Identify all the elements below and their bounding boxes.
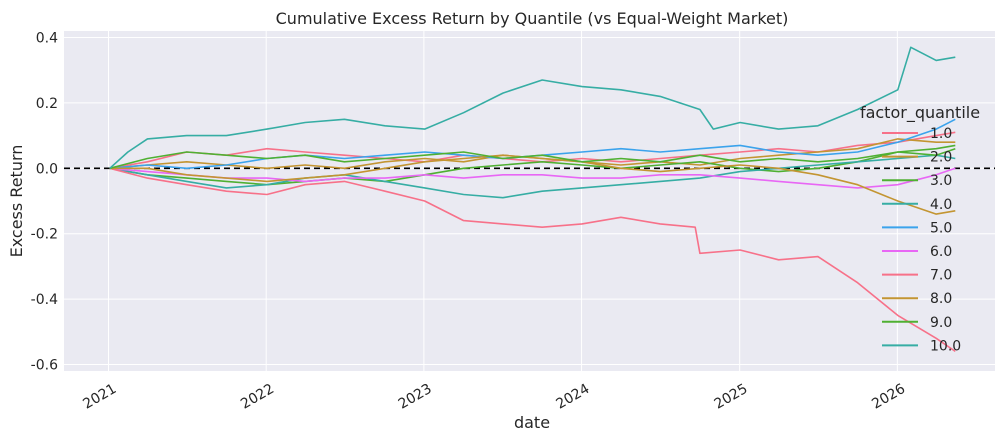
x-axis: 2021 2022 2023 2024 2025 2026 [80, 381, 908, 413]
legend-label: 3.0 [930, 173, 952, 189]
legend-items: 1.0 2.0 3.0 4.0 5.0 6.0 7.0 8.0 9.0 10.0 [882, 126, 961, 354]
y-tick-label: -0.6 [31, 357, 58, 373]
series-line-6-0 [109, 167, 956, 189]
legend-label: 10.0 [930, 338, 961, 354]
x-tick-label: 2023 [396, 381, 435, 413]
legend-label: 7.0 [930, 268, 952, 284]
y-tick-label: -0.2 [31, 227, 58, 243]
y-tick-label: 0.2 [36, 96, 58, 112]
y-tick-label: 0.4 [36, 31, 58, 47]
legend-title: factor_quantile [860, 103, 980, 123]
legend-label: 8.0 [930, 291, 952, 307]
y-axis: -0.6 -0.4 -0.2 0.0 0.2 0.4 [31, 31, 58, 374]
series-line-4-0 [109, 154, 956, 199]
legend-label: 4.0 [930, 197, 952, 213]
y-axis-label: Excess Return [7, 145, 26, 258]
legend-label: 9.0 [930, 315, 952, 331]
legend-label: 1.0 [930, 126, 952, 142]
legend-label: 2.0 [930, 150, 952, 166]
chart-title: Cumulative Excess Return by Quantile (vs… [276, 9, 789, 28]
y-tick-label: 0.0 [36, 161, 58, 177]
series-line-7-0 [109, 167, 956, 353]
legend: factor_quantile 1.0 2.0 3.0 4.0 5.0 6.0 7.0 8.0… [860, 103, 980, 354]
legend-label: 6.0 [930, 244, 952, 260]
x-axis-label: date [514, 413, 550, 432]
x-tick-label: 2022 [238, 381, 277, 413]
y-tick-label: -0.4 [31, 292, 58, 308]
plot-area [64, 31, 995, 371]
series-line-9-0 [109, 147, 956, 170]
x-tick-label: 2021 [80, 381, 119, 413]
legend-label: 5.0 [930, 220, 952, 236]
series-line-3-0 [109, 144, 956, 186]
series-lines [109, 46, 956, 353]
series-line-8-0 [109, 154, 956, 215]
series-line-10-0 [109, 46, 956, 169]
x-tick-label: 2024 [553, 381, 592, 413]
x-tick-label: 2025 [712, 381, 751, 413]
x-tick-label: 2026 [869, 381, 908, 413]
